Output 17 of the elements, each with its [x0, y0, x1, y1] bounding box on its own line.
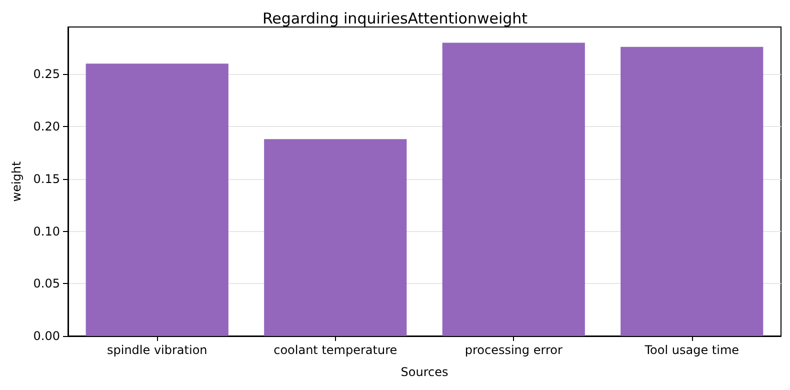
y-tick-label: 0.20 [33, 120, 60, 134]
x-tick-label: spindle vibration [106, 343, 208, 357]
bar [264, 139, 407, 336]
y-tick-label: 0.05 [33, 276, 60, 291]
bar [620, 46, 764, 336]
y-tick-label: 0.10 [33, 224, 60, 238]
y-tick-label: 0.25 [33, 67, 60, 82]
x-tick-label: Tool usage time [644, 343, 740, 357]
y-tick-label: 0.15 [33, 172, 60, 186]
bar [86, 64, 228, 336]
bar [442, 42, 585, 336]
x-tick-label: coolant temperature [274, 343, 398, 357]
y-axis-title: weight [9, 160, 24, 202]
x-tick-label: processing error [464, 343, 562, 357]
x-axis-title: Sources [400, 365, 448, 379]
y-tick-label: 0.00 [33, 329, 60, 343]
chart-title: Regarding inquiriesAttentionweight [262, 10, 528, 28]
